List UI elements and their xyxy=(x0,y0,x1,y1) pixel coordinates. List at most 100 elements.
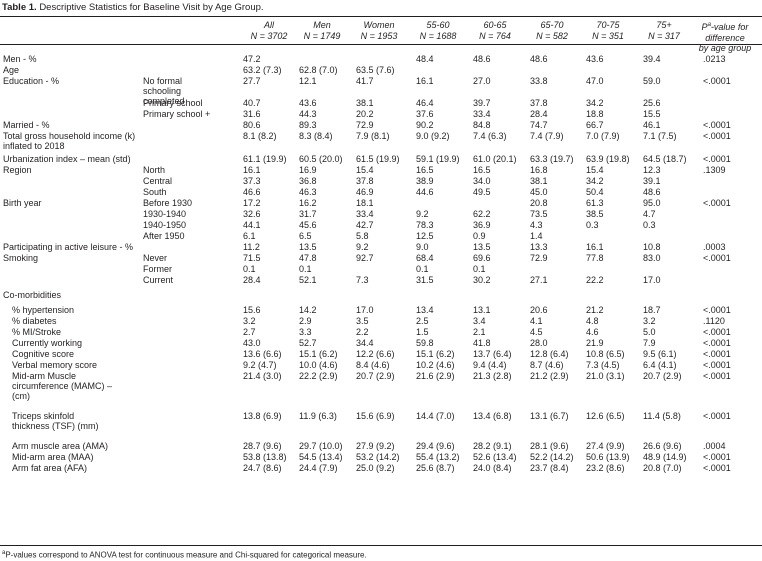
table-cell: 52.7 xyxy=(299,338,317,348)
table-cell: 43.0 xyxy=(243,338,261,348)
table-cell: 17.0 xyxy=(356,305,374,315)
table-cell: <.0001 xyxy=(703,371,731,381)
table-cell: 37.8 xyxy=(356,176,374,186)
table-cell: 41.7 xyxy=(356,76,374,86)
table-cell: 59.8 xyxy=(416,338,434,348)
table-cell: 90.2 xyxy=(416,120,434,130)
table-cell: 13.5 xyxy=(473,242,491,252)
row-label: Participating in active leisure - % xyxy=(3,242,134,252)
table-cell: 4.3 xyxy=(530,220,543,230)
table-cell: 23.7 (8.4) xyxy=(530,463,569,473)
table-cell: 45.6 xyxy=(299,220,317,230)
header-55-60: 55-60 N = 1688 xyxy=(419,20,457,41)
header-75plus: 75+ N = 317 xyxy=(648,20,680,41)
header-pvalue: Pa-value for difference by age group xyxy=(698,22,752,53)
table-cell: 48.4 xyxy=(416,54,434,64)
table-cell: 48.6 xyxy=(530,54,548,64)
table-cell: 16.1 xyxy=(243,165,261,175)
table-cell: <.0001 xyxy=(703,327,731,337)
table-cell: 12.3 xyxy=(643,165,661,175)
table-cell: 44.3 xyxy=(299,109,317,119)
table-cell: 28.4 xyxy=(243,275,261,285)
table-cell: 73.5 xyxy=(530,209,548,219)
table-cell: .0003 xyxy=(703,242,726,252)
footnote-text: P-values correspond to ANOVA test for co… xyxy=(5,550,367,560)
table-cell: 38.9 xyxy=(416,176,434,186)
table-cell: 6.1 xyxy=(243,231,256,241)
table-cell: <.0001 xyxy=(703,452,731,462)
row-label: Currently working xyxy=(12,338,83,348)
table-cell: 7.9 (8.1) xyxy=(356,131,390,141)
table-cell: 43.6 xyxy=(586,54,604,64)
table-cell: 55.4 (13.2) xyxy=(416,452,460,462)
table-row: After 1950 6.1 6.5 5.8 12.5 0.9 1.4 xyxy=(0,231,762,242)
table-row: Cognitive score 13.6 (6.6) 15.1 (6.2) 12.2 … xyxy=(0,349,762,360)
table-cell: 21.0 (3.1) xyxy=(586,371,625,381)
table-cell: 44.1 xyxy=(243,220,261,230)
table-cell: 4.8 xyxy=(586,316,599,326)
header-men: Men N = 1749 xyxy=(303,20,341,41)
row-label: Married - % xyxy=(3,120,50,130)
table-cell: 95.0 xyxy=(643,198,661,208)
table-cell: 42.7 xyxy=(356,220,374,230)
table-cell: 3.2 xyxy=(643,316,656,326)
table-cell: .1120 xyxy=(703,316,725,326)
table-cell: 71.5 xyxy=(243,253,261,263)
table-cell: <.0001 xyxy=(703,198,731,208)
table-cell: 13.8 (6.9) xyxy=(243,411,282,421)
table-cell: 9.2 xyxy=(356,242,369,252)
table-cell: 1.4 xyxy=(530,231,543,241)
row-sublabel: Before 1930 xyxy=(143,198,193,208)
table-cell: 47.8 xyxy=(299,253,317,263)
table-cell: 62.8 (7.0) xyxy=(299,65,338,75)
table-cell: 15.4 xyxy=(356,165,374,175)
header-all: All N = 3702 xyxy=(250,20,288,41)
table-cell: 49.5 xyxy=(473,187,491,197)
row-sublabel: Current xyxy=(143,275,174,285)
table-row: Married - % 80.6 89.3 72.9 90.2 84.8 74.7 66.7 4… xyxy=(0,120,762,131)
table-cell: 59.1 (19.9) xyxy=(416,154,460,164)
table-caption: Descriptive Statistics for Baseline Visi… xyxy=(39,2,264,13)
row-label: Region xyxy=(3,165,32,175)
table-cell: 4.6 xyxy=(586,327,599,337)
table-row: Co-morbidities xyxy=(0,290,762,305)
table-cell: 1.5 xyxy=(416,327,429,337)
table-cell: 15.6 xyxy=(243,305,261,315)
table-cell: 16.8 xyxy=(530,165,548,175)
table-cell: 23.2 (8.6) xyxy=(586,463,625,473)
row-label: Verbal memory score xyxy=(12,360,98,370)
table-cell: 80.6 xyxy=(243,120,261,130)
table-row: % diabetes 3.2 2.9 3.5 2.5 3.4 4.1 4.8 3.2 .1120 xyxy=(0,316,762,327)
table-cell: 21.9 xyxy=(586,338,604,348)
table-cell: 15.5 xyxy=(643,109,661,119)
table-cell: 11.9 (6.3) xyxy=(299,411,337,421)
table-cell: 15.6 (6.9) xyxy=(356,411,395,421)
row-label: Co-morbidities xyxy=(3,290,62,300)
table-cell: 4.1 xyxy=(530,316,543,326)
table-cell: 34.2 xyxy=(586,98,604,108)
row-label: Mid-arm Muscle circumference (MAMC) – (c… xyxy=(12,371,113,402)
table-cell: 74.7 xyxy=(530,120,548,130)
row-label: Arm fat area (AFA) xyxy=(12,463,88,473)
table-row: Currently working 43.0 52.7 34.4 59.8 41.8 28.… xyxy=(0,338,762,349)
table-cell: 89.3 xyxy=(299,120,317,130)
row-sublabel: Primary school + xyxy=(143,109,211,119)
header-70-75: 70-75 N = 351 xyxy=(592,20,624,41)
table-cell: 27.7 xyxy=(243,76,261,86)
table-cell: 0.3 xyxy=(586,220,599,230)
table-cell: 24.4 (7.9) xyxy=(299,463,338,473)
table-cell: 27.0 xyxy=(473,76,491,86)
table-cell: 25.6 (8.7) xyxy=(416,463,455,473)
table-cell: 48.6 xyxy=(643,187,661,197)
table-row: Total gross household income (k) inflate… xyxy=(0,131,762,154)
table-cell: 9.2 xyxy=(416,209,429,219)
table-cell: 20.8 (7.0) xyxy=(643,463,682,473)
table-cell: 12.6 (6.5) xyxy=(586,411,625,421)
table-number: Table 1. xyxy=(2,2,37,13)
table-cell: 14.4 (7.0) xyxy=(416,411,455,421)
table-cell: 7.3 (4.5) xyxy=(586,360,620,370)
table-cell: 8.1 (8.2) xyxy=(243,131,277,141)
row-sublabel: 1930-1940 xyxy=(143,209,187,219)
table-row: 1940-1950 44.1 45.6 42.7 78.3 36.9 4.3 0.3 0.3 xyxy=(0,220,762,231)
table-cell: 20.2 xyxy=(356,109,374,119)
